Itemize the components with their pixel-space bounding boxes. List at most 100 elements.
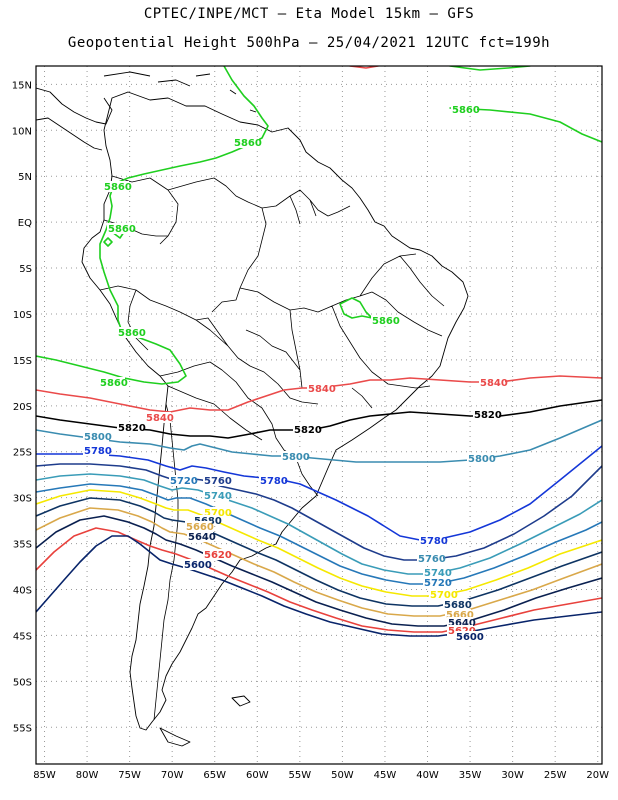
contour-label: 5820 (118, 423, 146, 434)
contour-label-background (293, 424, 319, 435)
lat-tick-label: 15N (12, 80, 32, 91)
lon-tick-label: 40W (416, 770, 439, 781)
contour-label: 5720 (424, 578, 452, 589)
contour-label: 5640 (448, 618, 476, 629)
contour-label-background (419, 535, 445, 546)
lon-tick-label: 85W (33, 770, 56, 781)
contour-label-background (117, 327, 143, 338)
lon-tick-label: 60W (246, 770, 269, 781)
contour-label: 5720 (170, 476, 198, 487)
lat-tick-label: 25S (13, 448, 32, 459)
tierra-del-fuego (159, 727, 191, 747)
contour-label: 5820 (294, 425, 322, 436)
contour-label: 5780 (420, 536, 448, 547)
contour-label-background (187, 531, 213, 542)
contour-label-background (259, 475, 285, 486)
contour-label-background (103, 181, 129, 192)
contour-label-background (203, 490, 229, 501)
contour-label-background (443, 599, 469, 610)
contour-label: 5780 (84, 446, 112, 457)
contour-line-5700 (36, 489, 602, 597)
contour-label: 5740 (204, 491, 232, 502)
contour-label-background (117, 422, 143, 433)
contour-labels: 5860 5860 5860 5860 5860 5860 5860 5840 5840 5840… (83, 104, 508, 643)
contour-line-5600 (36, 535, 602, 637)
contour-label: 5760 (204, 476, 232, 487)
contour-label-background (203, 507, 229, 518)
contour-label-background (203, 475, 229, 486)
contour-line-5840-top (349, 66, 379, 69)
map-title-line-2: Geopotential Height 500hPa – 25/04/2021 … (67, 35, 551, 51)
contour-label: 5860 (100, 378, 128, 389)
contour-label-background (447, 617, 473, 628)
contour-label: 5820 (474, 410, 502, 421)
lon-tick-label: 80W (76, 770, 99, 781)
lat-tick-label: 15S (13, 356, 32, 367)
contour-label: 5680 (444, 600, 472, 611)
country-borders (99, 175, 445, 721)
contour-label: 5700 (204, 508, 232, 519)
lat-tick-label: 50S (13, 677, 32, 688)
contour-line-5720 (36, 483, 602, 585)
contour-label: 5620 (204, 550, 232, 561)
contour-label-background (371, 315, 397, 326)
contour-line-5860 (339, 297, 373, 319)
lon-tick-label: 65W (203, 770, 226, 781)
contour-label-background (417, 553, 443, 564)
contour-label-background (183, 559, 209, 570)
lon-tick-label: 70W (161, 770, 184, 781)
coastlines-and-borders (36, 71, 469, 747)
south-america-coastline (81, 91, 469, 731)
contour-label-background (451, 104, 477, 115)
contour-label: 5860 (108, 224, 136, 235)
lat-tick-label: 5N (18, 172, 32, 183)
contour-label: 5840 (146, 413, 174, 424)
contour-line-5860 (36, 66, 269, 385)
falkland-islands (231, 695, 251, 707)
lat-tick-label: 30S (13, 494, 32, 505)
map-title-line-1: CPTEC/INPE/MCT – Eta Model 15km – GFS (143, 6, 475, 22)
longitude-labels: 85W 80W 75W 70W 65W 60W 55W 50W 45W 40W 35W 30W 25W 2… (33, 770, 609, 781)
contour-label-background (307, 383, 333, 394)
contour-label-background (99, 377, 125, 388)
contour-line-5860 (449, 66, 602, 143)
contour-label-background (185, 521, 211, 532)
contour-label: 5780 (260, 476, 288, 487)
contour-label-background (423, 567, 449, 578)
contour-label: 5860 (372, 316, 400, 327)
geopotential-contours (36, 66, 602, 637)
lon-tick-label: 55W (289, 770, 312, 781)
contour-label-background (233, 137, 259, 148)
contour-label-background (473, 409, 499, 420)
contour-line-5760 (36, 463, 602, 561)
lat-tick-label: 35S (13, 540, 32, 551)
contour-label: 5660 (446, 610, 474, 621)
contour-label-background (423, 577, 449, 588)
contour-label-background (169, 475, 195, 486)
central-america-coastline (36, 87, 113, 151)
contour-label: 5600 (184, 560, 212, 571)
contour-label-background (107, 223, 133, 234)
lon-tick-label: 75W (118, 770, 141, 781)
lon-tick-label: 30W (501, 770, 524, 781)
contour-label: 5860 (118, 328, 146, 339)
contour-label-background (445, 609, 471, 620)
contour-label: 5660 (186, 522, 214, 533)
contour-label: 5860 (452, 105, 480, 116)
map-frame (35, 65, 603, 765)
contour-line-5780 (36, 445, 602, 541)
lat-tick-label: 45S (13, 631, 32, 642)
contour-label-background (447, 625, 473, 636)
contour-label-background (467, 453, 493, 464)
lat-tick-label: 10N (12, 126, 32, 137)
contour-label-background (203, 549, 229, 560)
latitude-labels: 15N 10N 5N EQ 5S 10S 15S 20S 25S 30S 35S 40S 45S 50S 5… (12, 80, 32, 734)
contour-line-5620 (36, 527, 602, 633)
lon-tick-label: 35W (459, 770, 482, 781)
lon-tick-label: 20W (586, 770, 609, 781)
contour-label-background (281, 451, 307, 462)
contour-label: 5700 (430, 590, 458, 601)
contour-label-background (83, 431, 109, 442)
contour-label-background (429, 589, 455, 600)
